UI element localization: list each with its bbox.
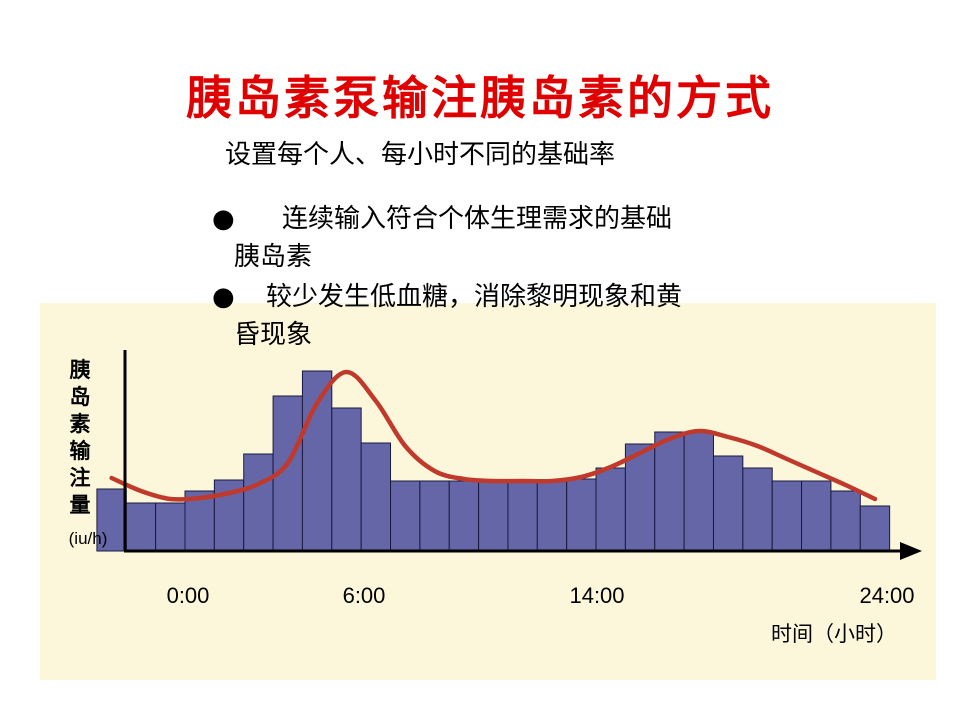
bullet-item: ● 连续输入符合个体生理需求的基础 胰岛素 (212, 200, 792, 276)
bar-hour-1 (125, 502, 157, 552)
x-tick-labels: 0:00 6:00 14:00 24:00 (167, 583, 915, 608)
bar-hour-12 (448, 480, 480, 552)
bullet-marker: ● (212, 282, 235, 312)
bars-layer (96, 370, 891, 552)
bullet-text-line1: 连续输入符合个体生理需求的基础 (282, 204, 673, 234)
bar-hour-7 (301, 370, 333, 552)
y-label-char: 岛 (70, 385, 91, 409)
page-title: 胰岛素泵输注胰岛素的方式 (186, 71, 774, 125)
bar-hour-17 (595, 467, 626, 552)
bullet-text-line2: 昏现象 (234, 320, 313, 350)
bar-hour-15 (536, 480, 568, 552)
y-label-char: 输 (70, 439, 92, 463)
y-label-char: 注 (70, 466, 91, 490)
bullet-marker: ● (212, 204, 235, 234)
bar-hour-26 (859, 505, 891, 552)
x-axis-arrow (900, 542, 922, 560)
x-tick-label: 6:00 (343, 583, 386, 608)
bar-hour-14 (507, 480, 538, 552)
bar-hour-2 (155, 502, 186, 552)
bar-hour-24 (801, 480, 832, 552)
physiologic-curve (109, 369, 878, 502)
y-label-char: 素 (70, 412, 91, 436)
bar-hour-23 (771, 480, 803, 552)
bar-hour-16 (566, 478, 597, 552)
bar-hour-22 (742, 467, 773, 552)
y-label-char: 胰 (70, 358, 91, 382)
x-tick-label: 0:00 (167, 583, 210, 608)
y-label-char: 量 (70, 493, 91, 517)
x-axis-label: 时间（小时） (771, 622, 897, 646)
bar-hour-8 (331, 407, 362, 552)
bullet-text-line1: 较少发生低血糖，消除黎明现象和黄 (266, 282, 683, 312)
bullet-text-line2: 胰岛素 (234, 242, 313, 272)
bar-hour-19 (654, 431, 685, 552)
bar-hour-20 (683, 431, 714, 552)
bullet-list: ● 连续输入符合个体生理需求的基础 胰岛素 ● 较少发生低血糖，消除黎明现象和黄… (212, 200, 792, 356)
subtitle: 设置每个人、每小时不同的基础率 (225, 140, 616, 170)
bar-hour-11 (419, 480, 450, 552)
bar-hour-5 (243, 453, 274, 552)
bar-hour-25 (830, 490, 861, 552)
y-axis-unit: (iu/h) (69, 529, 108, 548)
bar-hour-10 (390, 480, 421, 552)
bullet-item: ● 较少发生低血糖，消除黎明现象和黄 昏现象 (212, 278, 792, 354)
x-tick-label: 14:00 (569, 583, 624, 608)
bar-hour-13 (478, 480, 509, 552)
bar-hour-9 (360, 442, 392, 552)
x-tick-label: 24:00 (859, 583, 914, 608)
bar-hour-21 (712, 455, 744, 552)
